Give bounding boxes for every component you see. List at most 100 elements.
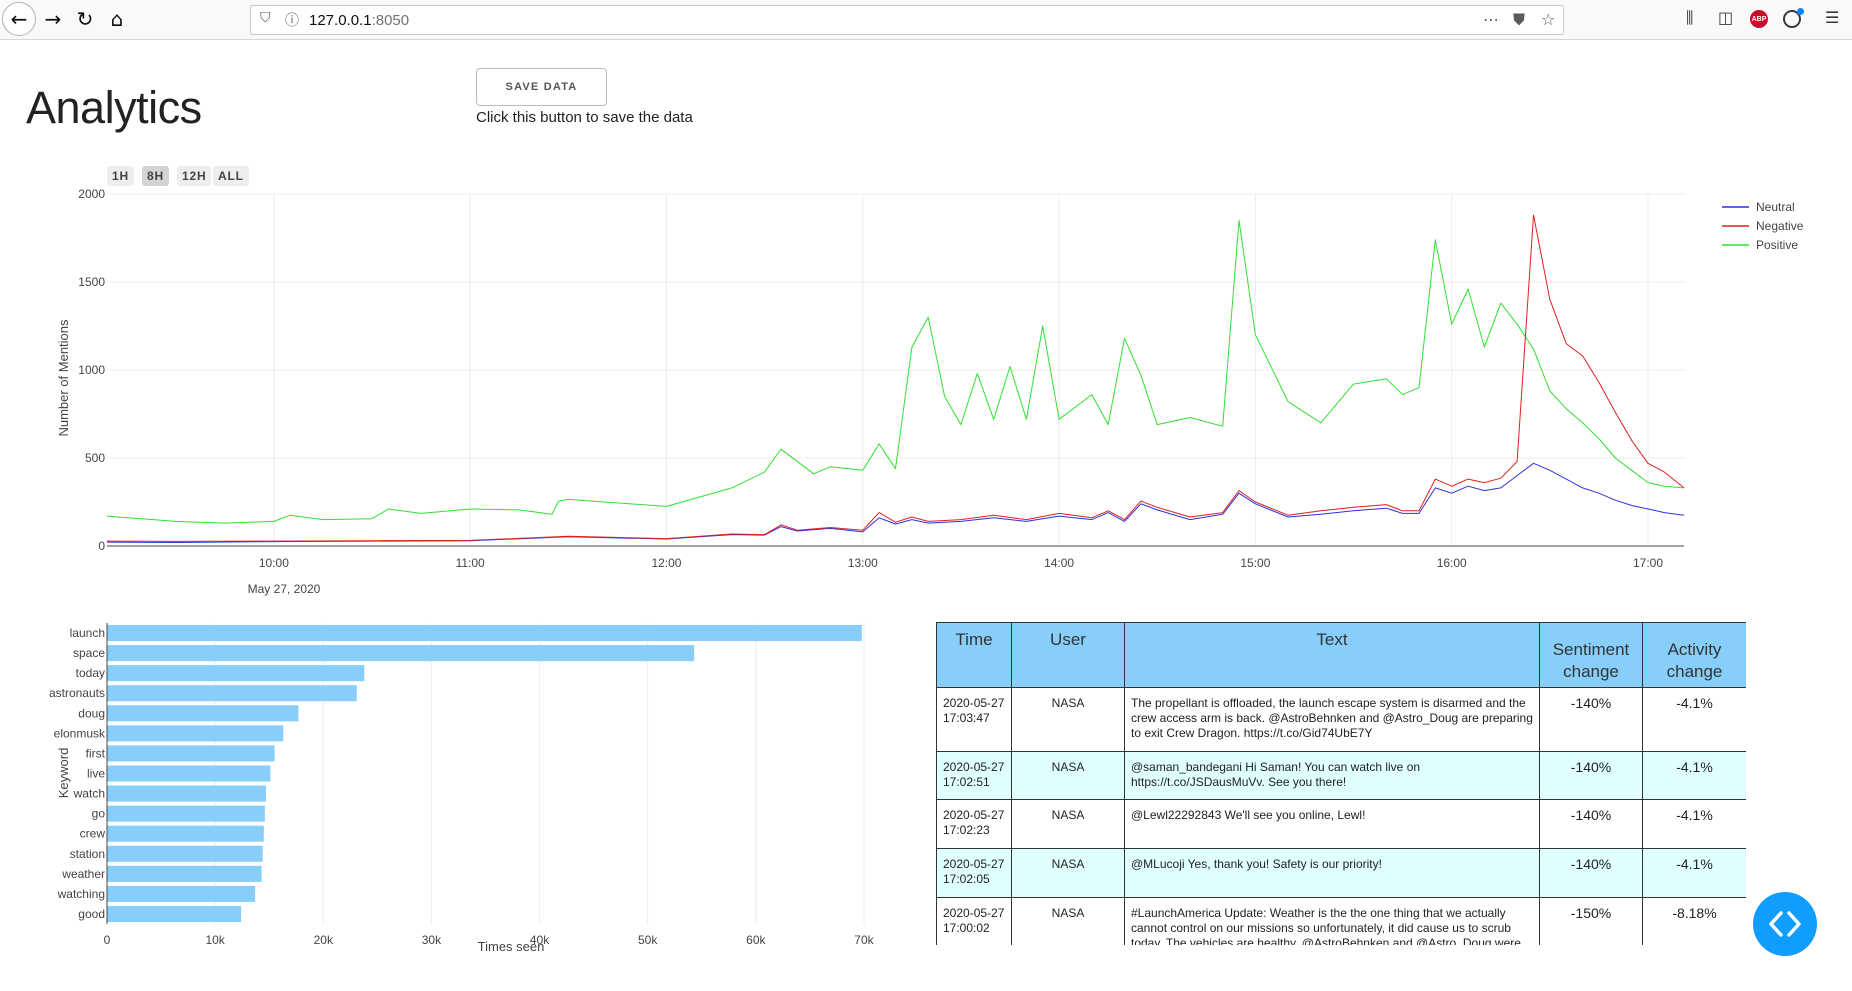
page-actions-icon[interactable]: ⋯ bbox=[1483, 10, 1499, 29]
menu-icon[interactable]: ☰ bbox=[1825, 8, 1840, 27]
line-chart-y-tick: 500 bbox=[85, 451, 105, 465]
bar-today bbox=[107, 665, 365, 682]
line-chart-grid bbox=[107, 193, 1684, 546]
keyword-bar-chart[interactable]: 0 10k 20k 30k 40k 50k 60k 70k launch space today as… bbox=[0, 615, 920, 960]
home-icon[interactable]: ⌂ bbox=[110, 7, 124, 31]
url-host: 127.0.0.1 bbox=[309, 12, 372, 29]
bar-chart-y-tick: first bbox=[86, 746, 106, 760]
bar-chart-y-tick: space bbox=[73, 646, 105, 660]
bar-chart-x-tick: 0 bbox=[104, 933, 111, 947]
bar-chart-x-tick: 30k bbox=[422, 933, 442, 947]
table-row: 2020-05-27 17:03:47 NASA The propellant … bbox=[936, 687, 1746, 752]
library-icon[interactable]: ⫼ bbox=[1686, 8, 1694, 27]
column-header-time: Time bbox=[936, 622, 1012, 688]
mentions-line-chart[interactable]: 0 500 1000 1500 2000 10:00 11:00 12:00 13:00 14:0… bbox=[0, 180, 1852, 600]
line-chart-x-tick: 10:00 bbox=[259, 556, 289, 570]
bar-doug bbox=[107, 705, 299, 722]
range-12h-button[interactable]: 12H bbox=[177, 166, 212, 186]
bar-chart-y-axis-title: Keyword bbox=[56, 748, 71, 799]
bar-first bbox=[107, 745, 275, 762]
bar-chart-y-tick: watching bbox=[57, 887, 105, 901]
bar-chart-y-tick: go bbox=[92, 807, 106, 821]
reload-icon[interactable]: ↻ bbox=[76, 7, 94, 31]
bar-astronauts bbox=[107, 685, 357, 702]
account-icon[interactable] bbox=[1783, 10, 1801, 28]
bar-chart-y-tick: today bbox=[76, 666, 105, 680]
cell-sentiment: -140% bbox=[1539, 687, 1643, 752]
range-8h-button[interactable]: 8H bbox=[142, 166, 169, 186]
url-bar[interactable]: ⛉ ⓘ 127.0.0.1:8050 ⋯ ⛊ ☆ bbox=[250, 5, 1564, 35]
bar-elonmusk bbox=[107, 725, 284, 742]
table-row: 2020-05-27 17:02:23 NASA @Lewl22292843 W… bbox=[936, 799, 1746, 849]
bar-weather bbox=[107, 865, 262, 882]
line-chart-y-tick: 0 bbox=[98, 539, 105, 553]
bar-chart-grid bbox=[214, 623, 865, 924]
cell-text: The propellant is offloaded, the launch … bbox=[1124, 687, 1540, 752]
line-chart-x-tick: 12:00 bbox=[651, 556, 681, 570]
line-chart-x-tick: 13:00 bbox=[848, 556, 878, 570]
back-arrow-icon[interactable]: ← bbox=[2, 2, 36, 36]
cell-sentiment: -140% bbox=[1539, 751, 1643, 800]
bar-good bbox=[107, 905, 242, 922]
line-chart-y-axis-title: Number of Mentions bbox=[56, 319, 71, 437]
bar-watching bbox=[107, 885, 256, 902]
line-chart-series bbox=[106, 214, 1685, 543]
tweets-table: Time User Text Sentiment change Activity… bbox=[936, 622, 1746, 945]
line-chart-legend[interactable]: Neutral Negative Positive bbox=[1722, 200, 1804, 252]
info-icon[interactable]: ⓘ bbox=[285, 13, 299, 29]
sidebar-icon[interactable]: ◫ bbox=[1718, 8, 1734, 27]
bookmark-star-icon[interactable]: ☆ bbox=[1541, 10, 1556, 29]
table-row: 2020-05-27 17:02:05 NASA @MLucoji Yes, t… bbox=[936, 848, 1746, 898]
line-chart-x-tick: 11:00 bbox=[456, 556, 485, 570]
bar-chart-y-tick: elonmusk bbox=[54, 726, 106, 740]
table-row: 2020-05-27 17:02:51 NASA @saman_bandegan… bbox=[936, 751, 1746, 800]
line-chart-axes: 0 500 1000 1500 2000 10:00 11:00 12:00 13:00 14:0… bbox=[78, 187, 1684, 570]
line-chart-y-tick: 1500 bbox=[78, 275, 105, 289]
bar-chart-x-tick: 40k bbox=[530, 933, 550, 947]
column-header-sentiment: Sentiment change bbox=[1539, 622, 1643, 688]
cell-text: @MLucoji Yes, thank you! Safety is our p… bbox=[1124, 848, 1540, 898]
bar-live bbox=[107, 765, 271, 782]
bar-chart-y-tick: watch bbox=[73, 787, 105, 801]
range-1h-button[interactable]: 1H bbox=[107, 166, 134, 186]
cell-time: 2020-05-27 17:02:51 bbox=[936, 751, 1012, 800]
save-data-button[interactable]: SAVE DATA bbox=[476, 68, 607, 106]
cell-user: NASA bbox=[1011, 848, 1125, 898]
tweets-table-container[interactable]: Time User Text Sentiment change Activity… bbox=[936, 622, 1746, 945]
forward-arrow-icon[interactable]: → bbox=[44, 7, 62, 31]
column-header-activity: Activity change bbox=[1642, 622, 1746, 688]
cell-activity: -4.1% bbox=[1642, 799, 1746, 849]
legend-item-positive[interactable]: Positive bbox=[1756, 238, 1798, 252]
bar-chart-x-tick: 70k bbox=[854, 933, 874, 947]
bar-chart-y-tick: crew bbox=[80, 827, 106, 841]
legend-item-neutral[interactable]: Neutral bbox=[1756, 200, 1795, 214]
cell-time: 2020-05-27 17:03:47 bbox=[936, 687, 1012, 752]
bar-chart-y-tick: astronauts bbox=[49, 686, 105, 700]
cell-user: NASA bbox=[1011, 897, 1125, 945]
range-all-button[interactable]: ALL bbox=[213, 166, 249, 186]
bar-go bbox=[107, 805, 265, 822]
bar-chart-x-tick: 50k bbox=[638, 933, 658, 947]
cell-user: NASA bbox=[1011, 751, 1125, 800]
page-title: Analytics bbox=[26, 82, 202, 133]
line-chart-x-tick: 15:00 bbox=[1240, 556, 1270, 570]
cell-user: NASA bbox=[1011, 799, 1125, 849]
series-line-positive bbox=[106, 219, 1685, 524]
line-chart-date-label: May 27, 2020 bbox=[248, 582, 321, 596]
cell-time: 2020-05-27 17:02:05 bbox=[936, 848, 1012, 898]
bar-crew bbox=[107, 825, 264, 842]
notification-dot-icon bbox=[1797, 8, 1804, 15]
url-text[interactable]: 127.0.0.1:8050 bbox=[309, 12, 409, 29]
bar-chart-y-tick: good bbox=[78, 907, 105, 921]
line-chart-x-tick: 17:00 bbox=[1633, 556, 1663, 570]
shield-icon[interactable]: ⛉ bbox=[260, 10, 271, 26]
pocket-icon[interactable]: ⛊ bbox=[1513, 10, 1526, 29]
cell-time: 2020-05-27 17:00:02 bbox=[936, 897, 1012, 945]
bar-chart-y-tick: live bbox=[87, 767, 105, 781]
cell-activity: -4.1% bbox=[1642, 687, 1746, 752]
adblock-icon[interactable]: ABP bbox=[1750, 10, 1768, 28]
legend-item-negative[interactable]: Negative bbox=[1756, 219, 1804, 233]
bar-chart-axes: 0 10k 20k 30k 40k 50k 60k 70k launch space today as… bbox=[49, 623, 875, 947]
debug-toggle-button[interactable] bbox=[1753, 892, 1817, 956]
bar-station bbox=[107, 845, 263, 862]
